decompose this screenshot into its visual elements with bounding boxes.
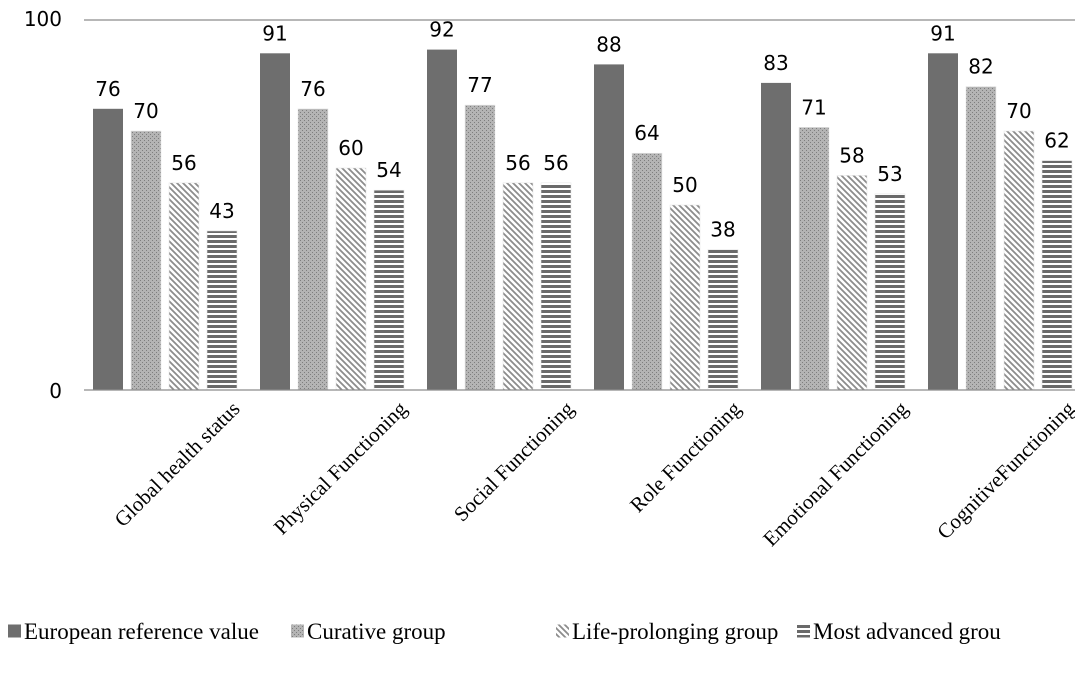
bar-physical-functioning-european-reference-value xyxy=(260,53,290,391)
data-label-cognitivefunctioning-european-reference-value: 91 xyxy=(930,21,955,45)
legend-label-most-advanced-grou: Most advanced grou xyxy=(813,619,1001,644)
data-label-social-functioning-curative-group: 77 xyxy=(467,73,492,97)
category-labels-group: Global health status Physical Functioning… xyxy=(110,396,1075,551)
data-label-cognitivefunctioning-life-prolonging-group: 70 xyxy=(1006,99,1031,123)
legend-item-life-prolonging-group: Life-prolonging group xyxy=(556,619,778,644)
data-label-physical-functioning-most-advanced-grou: 54 xyxy=(376,158,401,182)
data-label-emotional-functioning-european-reference-value: 83 xyxy=(763,51,788,75)
category-label-global-health-status: Global health status xyxy=(110,397,245,532)
bar-role-functioning-life-prolonging-group xyxy=(669,204,701,391)
data-label-emotional-functioning-life-prolonging-group: 58 xyxy=(839,143,864,167)
bar-cognitivefunctioning-curative-group xyxy=(965,86,997,391)
data-label-cognitivefunctioning-curative-group: 82 xyxy=(968,55,993,79)
bar-global-health-status-most-advanced-grou xyxy=(206,230,238,391)
legend-swatch-life-prolonging-group xyxy=(556,624,569,638)
data-label-social-functioning-life-prolonging-group: 56 xyxy=(505,151,530,175)
bar-global-health-status-european-reference-value xyxy=(93,108,123,391)
bar-social-functioning-life-prolonging-group xyxy=(502,182,534,391)
bar-social-functioning-european-reference-value xyxy=(427,49,457,390)
legend-item-curative-group: Curative group xyxy=(291,619,446,644)
legend: European reference value Curative group Li… xyxy=(8,619,1001,644)
data-labels-group: 76 70 56 43 91 76 60 54 92 77 56 56 88 64 50 38 83 71 58 53… xyxy=(95,18,1069,242)
bar-role-functioning-most-advanced-grou xyxy=(707,249,739,391)
bar-physical-functioning-life-prolonging-group xyxy=(335,167,367,391)
bars-group xyxy=(93,49,1073,391)
data-label-social-functioning-most-advanced-grou: 56 xyxy=(543,151,568,175)
bar-emotional-functioning-most-advanced-grou xyxy=(874,193,906,391)
bar-cognitivefunctioning-european-reference-value xyxy=(928,53,958,391)
category-label-cognitivefunctioning: CognitiveFunctioning xyxy=(932,396,1075,544)
category-label-role-functioning: Role Functioning xyxy=(625,396,746,517)
bar-global-health-status-curative-group xyxy=(130,130,162,391)
legend-swatch-curative-group xyxy=(291,624,304,638)
data-label-global-health-status-life-prolonging-group: 56 xyxy=(171,151,196,175)
bar-social-functioning-curative-group xyxy=(464,104,496,391)
y-tick-label-min: 0 xyxy=(49,379,62,403)
data-label-emotional-functioning-most-advanced-grou: 53 xyxy=(877,162,902,186)
bar-global-health-status-life-prolonging-group xyxy=(168,182,200,391)
legend-label-life-prolonging-group: Life-prolonging group xyxy=(572,619,778,644)
legend-label-curative-group: Curative group xyxy=(307,619,446,644)
bar-emotional-functioning-life-prolonging-group xyxy=(836,175,868,391)
legend-item-most-advanced-grou: Most advanced grou xyxy=(797,619,1001,644)
y-axis: 100 0 xyxy=(24,7,62,403)
bar-physical-functioning-curative-group xyxy=(297,108,329,391)
data-label-global-health-status-most-advanced-grou: 43 xyxy=(209,199,234,223)
bar-social-functioning-most-advanced-grou xyxy=(540,182,572,391)
data-label-role-functioning-life-prolonging-group: 50 xyxy=(672,173,697,197)
data-label-physical-functioning-curative-group: 76 xyxy=(300,77,325,101)
data-label-physical-functioning-life-prolonging-group: 60 xyxy=(338,136,363,160)
bar-role-functioning-curative-group xyxy=(631,152,663,391)
bar-cognitivefunctioning-life-prolonging-group xyxy=(1003,130,1035,391)
bar-cognitivefunctioning-most-advanced-grou xyxy=(1041,160,1073,391)
data-label-role-functioning-most-advanced-grou: 38 xyxy=(710,217,735,241)
category-label-social-functioning: Social Functioning xyxy=(449,396,579,526)
bar-physical-functioning-most-advanced-grou xyxy=(373,189,405,391)
bar-emotional-functioning-european-reference-value xyxy=(761,82,791,391)
legend-swatch-european-reference-value xyxy=(8,624,21,638)
data-label-role-functioning-curative-group: 64 xyxy=(634,121,659,145)
category-label-physical-functioning: Physical Functioning xyxy=(269,396,412,539)
data-label-global-health-status-european-reference-value: 76 xyxy=(95,77,120,101)
legend-label-european-reference-value: European reference value xyxy=(24,619,259,644)
data-label-role-functioning-european-reference-value: 88 xyxy=(596,32,621,56)
legend-item-european-reference-value: European reference value xyxy=(8,619,259,644)
category-label-emotional-functioning: Emotional Functioning xyxy=(758,396,913,551)
data-label-physical-functioning-european-reference-value: 91 xyxy=(262,21,287,45)
y-tick-label-max: 100 xyxy=(24,7,62,31)
data-label-emotional-functioning-curative-group: 71 xyxy=(801,95,826,119)
data-label-social-functioning-european-reference-value: 92 xyxy=(429,18,454,42)
data-label-global-health-status-curative-group: 70 xyxy=(133,99,158,123)
bar-emotional-functioning-curative-group xyxy=(798,127,830,391)
data-label-cognitivefunctioning-most-advanced-grou: 62 xyxy=(1044,129,1069,153)
legend-swatch-most-advanced-grou xyxy=(797,624,810,638)
bar-role-functioning-european-reference-value xyxy=(594,64,624,391)
